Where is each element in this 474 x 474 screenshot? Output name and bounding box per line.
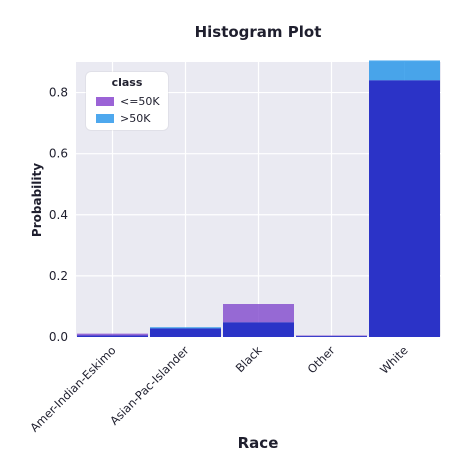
legend-swatch-le50k bbox=[96, 96, 114, 106]
x-tick-label-2: Black bbox=[233, 343, 265, 375]
chart-title: Histogram Plot bbox=[195, 23, 322, 41]
legend-label-gt50k: >50K bbox=[120, 111, 151, 125]
y-tick-label-4: 0.8 bbox=[49, 86, 68, 100]
bar-gt50k-1 bbox=[150, 327, 221, 329]
y-axis-ticks: 0.0 0.2 0.4 0.6 0.8 bbox=[49, 86, 68, 344]
bar-overlap-1 bbox=[150, 328, 221, 337]
y-axis-label: Probability bbox=[30, 163, 44, 237]
bar-overlap-0 bbox=[77, 335, 148, 337]
bar-le50k-3 bbox=[296, 335, 367, 337]
legend-label-le50k: <=50K bbox=[120, 94, 160, 108]
bars bbox=[77, 60, 440, 337]
legend: class <=50K >50K bbox=[86, 72, 168, 130]
x-tick-label-3: Other bbox=[305, 343, 338, 376]
bar-overlap-4 bbox=[369, 80, 440, 337]
x-axis-label: Race bbox=[238, 434, 279, 452]
x-tick-label-1: Asian-Pac-Islander bbox=[107, 343, 192, 428]
y-tick-label-3: 0.6 bbox=[49, 147, 68, 161]
legend-item-le50k: <=50K bbox=[96, 94, 160, 108]
bar-le50k-0 bbox=[77, 333, 148, 336]
legend-item-gt50k: >50K bbox=[96, 111, 150, 125]
bar-overlap-3 bbox=[296, 336, 367, 337]
bar-gt50k-4 bbox=[369, 60, 440, 81]
y-tick-label-2: 0.4 bbox=[49, 208, 68, 222]
y-tick-label-1: 0.2 bbox=[49, 269, 68, 283]
bar-le50k-2 bbox=[223, 304, 294, 323]
legend-swatch-gt50k bbox=[96, 113, 114, 123]
x-tick-label-4: White bbox=[377, 343, 411, 377]
y-tick-label-0: 0.0 bbox=[49, 330, 68, 344]
x-tick-label-0: Amer-Indian-Eskimo bbox=[27, 343, 118, 434]
bar-overlap-2 bbox=[223, 322, 294, 337]
legend-title: class bbox=[111, 76, 143, 89]
